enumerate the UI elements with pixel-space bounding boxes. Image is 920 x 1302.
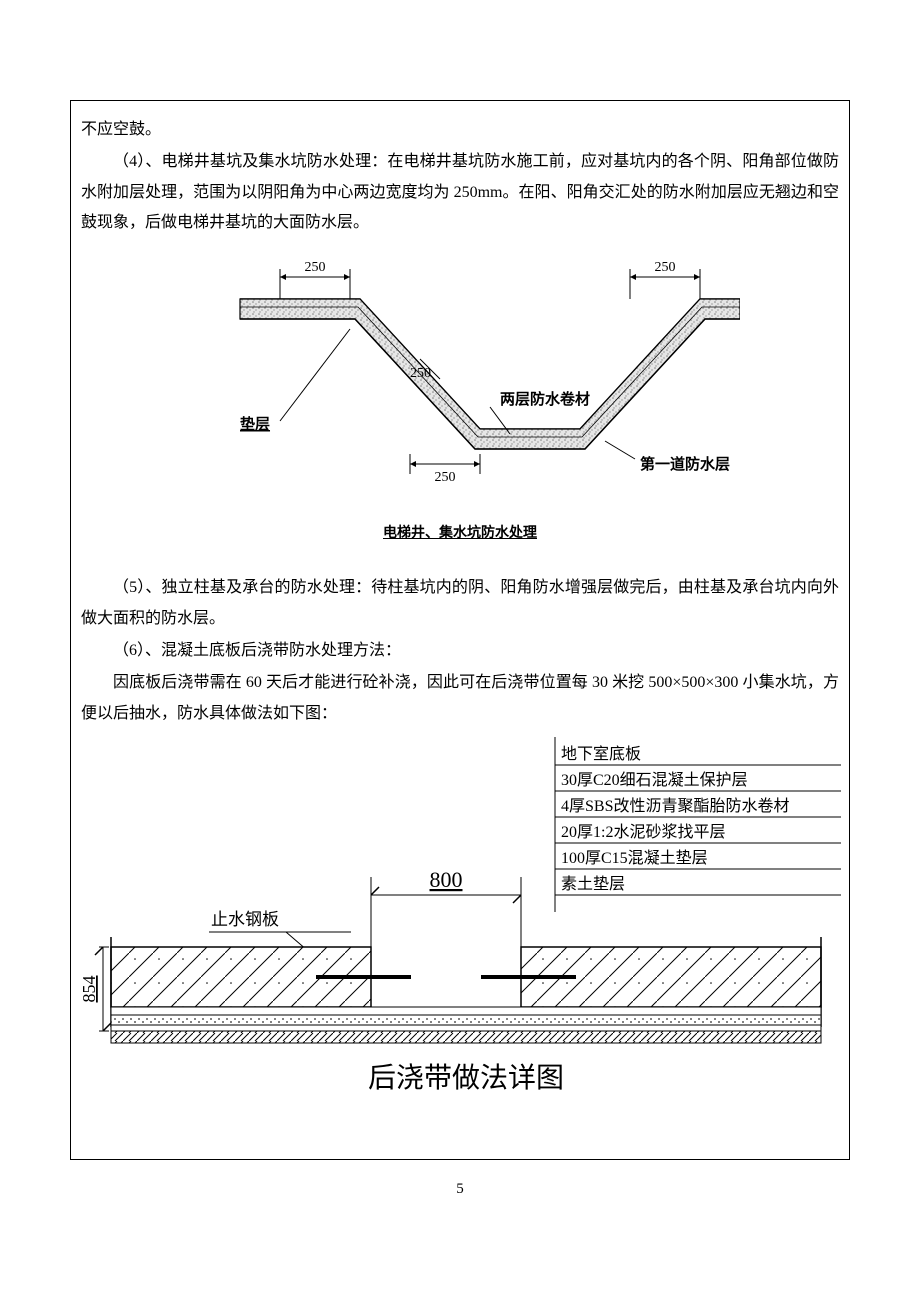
paragraph-4: （6）、混凝土底板后浇带防水处理方法： bbox=[81, 636, 839, 666]
fig2-layer-2: 4厚SBS改性沥青聚酯胎防水卷材 bbox=[561, 797, 789, 815]
fig2-layer-4: 100厚C15混凝土垫层 bbox=[561, 849, 708, 867]
fig2-layer-0: 地下室底板 bbox=[561, 745, 641, 763]
fig2-height-dim: 854 bbox=[81, 976, 99, 1003]
figure-1-svg: 250 250 250 250 垫层 两层防水卷材 第一道防水层 bbox=[180, 259, 740, 509]
figure-2-svg: 地下室底板 30厚C20细石混凝土保护层 4厚SBS改性沥青聚酯胎防水卷材 20… bbox=[81, 737, 851, 1107]
fig1-dim-mid: 250 bbox=[410, 366, 431, 381]
fig1-dim-tl: 250 bbox=[305, 260, 326, 275]
fig2-layer-list: 地下室底板 30厚C20细石混凝土保护层 4厚SBS改性沥青聚酯胎防水卷材 20… bbox=[555, 745, 841, 895]
paragraph-1: 不应空鼓。 bbox=[81, 115, 839, 145]
fig1-dim-bot: 250 bbox=[435, 470, 456, 485]
page-border: 不应空鼓。 （4）、电梯井基坑及集水坑防水处理：在电梯井基坑防水施工前，应对基坑… bbox=[70, 100, 850, 1160]
fig2-layer-5: 素土垫层 bbox=[561, 875, 625, 893]
fig2-title: 后浇带做法详图 bbox=[368, 1062, 564, 1094]
fig2-plate-label: 止水钢板 bbox=[211, 910, 279, 929]
figure-1-wrap: 250 250 250 250 垫层 两层防水卷材 第一道防水层 电梯井、 bbox=[81, 259, 839, 546]
paragraph-5: 因底板后浇带需在 60 天后才能进行砼补浇，因此可在后浇带位置每 30 米挖 5… bbox=[81, 668, 839, 729]
fig2-layer-3: 20厚1:2水泥砂浆找平层 bbox=[561, 823, 725, 841]
paragraph-2: （4）、电梯井基坑及集水坑防水处理：在电梯井基坑防水施工前，应对基坑内的各个阴、… bbox=[81, 147, 839, 238]
page-number: 5 bbox=[71, 1175, 849, 1204]
fig1-label-left: 垫层 bbox=[240, 415, 270, 433]
paragraph-3: （5）、独立柱基及承台的防水处理：待柱基坑内的阴、阳角防水增强层做完后，由柱基及… bbox=[81, 573, 839, 634]
fig2-height-dim-group: 854 bbox=[81, 947, 111, 1031]
fig1-label-mid: 两层防水卷材 bbox=[500, 390, 590, 408]
fig2-layer-1: 30厚C20细石混凝土保护层 bbox=[561, 771, 748, 789]
fig2-gap-dim: 800 bbox=[430, 867, 463, 892]
figure-1-caption: 电梯井、集水坑防水处理 bbox=[81, 519, 839, 546]
fig1-dim-tr: 250 bbox=[655, 260, 676, 275]
fig1-label-right: 第一道防水层 bbox=[640, 455, 730, 473]
